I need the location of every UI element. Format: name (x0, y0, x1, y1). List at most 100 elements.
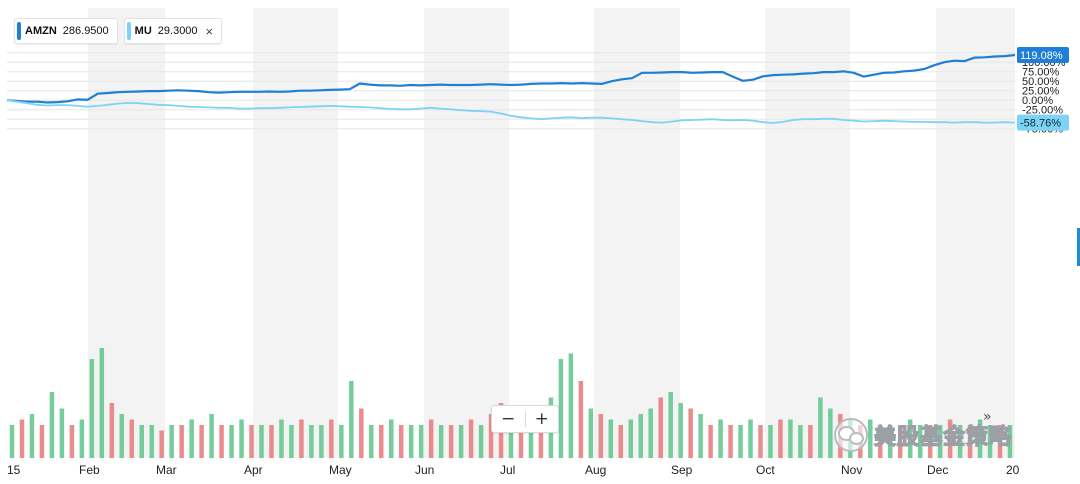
volume-bar (159, 430, 164, 458)
month-band (765, 8, 850, 458)
volume-bar (678, 403, 683, 458)
volume-bar (808, 425, 813, 458)
volume-bar (1007, 425, 1013, 458)
volume-bar (109, 403, 115, 458)
volume-bar (119, 414, 125, 458)
x-tick-label: Aug (585, 463, 606, 477)
watermark: 美股基金策略 (834, 418, 1012, 452)
volume-bar (588, 408, 594, 458)
volume-bar (868, 419, 873, 458)
volume-bar (688, 408, 693, 458)
zoom-divider (524, 411, 526, 427)
volume-bar (788, 419, 793, 458)
series-line-amzn (6, 53, 1016, 104)
volume-bar (99, 348, 105, 458)
watermark-text: 美股基金策略 (873, 424, 1013, 450)
volume-bar (249, 425, 254, 458)
volume-bar (708, 425, 713, 458)
volume-bar (518, 408, 524, 458)
volume-bar (937, 425, 943, 458)
volume-bar (728, 425, 733, 458)
volume-bar (558, 359, 564, 458)
volume-bar (907, 419, 913, 458)
volume-bar (169, 425, 174, 458)
volume-bar (69, 425, 75, 458)
volume-bar (369, 425, 374, 458)
volume-bar (359, 408, 364, 458)
volume-bar (828, 408, 833, 458)
wechat-icon (834, 418, 868, 452)
volume-bar (468, 419, 474, 458)
volume-bar (19, 419, 25, 458)
month-band (424, 8, 509, 458)
volume-bar (897, 425, 903, 458)
legend-value-mu: 29.3000 (157, 25, 198, 37)
double-chevron-right-icon[interactable]: » (983, 409, 992, 425)
volume-bar (408, 425, 414, 458)
x-tick-label: Jun (415, 463, 434, 477)
x-tick-label: Nov (841, 463, 862, 477)
legend: AMZN 286.9500 MU 29.3000 × (14, 18, 223, 44)
volume-bar (997, 425, 1003, 458)
volume-bar (778, 419, 783, 458)
volume-bar (738, 425, 743, 458)
volume-bar (209, 414, 214, 458)
volume-bar (538, 419, 544, 458)
volume-bar (798, 425, 803, 458)
zoom-out-button[interactable]: − (492, 407, 525, 431)
volume-bar (418, 425, 424, 458)
volume-bar (139, 425, 144, 458)
volume-bar (279, 419, 284, 458)
volume-bar (718, 419, 723, 458)
volume-bar (9, 425, 15, 458)
legend-item-mu[interactable]: MU 29.3000 × (123, 18, 223, 44)
volume-bar (598, 414, 604, 458)
volume-bar (189, 419, 194, 458)
legend-symbol-amzn: AMZN (25, 25, 57, 37)
volume-bar (648, 408, 653, 458)
volume-bar (349, 381, 354, 458)
volume-bar (528, 414, 534, 458)
y-tick-label: 25.00% (1022, 86, 1060, 98)
volume-bar (658, 397, 663, 458)
volume-bar (428, 419, 434, 458)
zoom-in-button[interactable]: + (526, 407, 559, 431)
month-band (936, 8, 1015, 458)
volume-bar (379, 425, 384, 458)
volume-bar (79, 419, 85, 458)
volume-bar (129, 419, 134, 458)
volume-bar (508, 419, 514, 458)
x-tick-label: May (329, 463, 352, 477)
x-tick-label: Apr (244, 463, 263, 477)
legend-item-amzn[interactable]: AMZN 286.9500 (14, 18, 118, 44)
end-label-box (1017, 114, 1069, 131)
zoom-control: − + (491, 405, 559, 433)
volume-bar (768, 425, 773, 458)
x-tick-label: 20 (1006, 463, 1020, 477)
volume-bar (818, 397, 823, 458)
y-tick-label: -25.00% (1022, 105, 1063, 117)
volume-bar (319, 425, 324, 458)
volume-bar (947, 419, 953, 458)
volume-bar (987, 425, 993, 458)
y-tick-label: 0.00% (1022, 95, 1053, 107)
volume-bar (977, 419, 983, 458)
volume-bar (758, 425, 763, 458)
close-icon[interactable]: × (205, 23, 214, 39)
volume-bar (398, 425, 404, 458)
volume-bar (568, 353, 574, 458)
mu-swatch (126, 22, 131, 40)
x-tick-label: 15 (7, 463, 21, 477)
end-label-mu: -58.76% (1020, 118, 1061, 130)
side-panel-handle[interactable] (1077, 228, 1080, 266)
volume-bar (199, 425, 204, 458)
x-tick-label: Feb (79, 463, 100, 477)
x-tick-label: Jul (500, 463, 515, 477)
volume-bar (458, 425, 464, 458)
volume-bar (29, 414, 35, 458)
volume-bar (289, 425, 294, 458)
volume-bar (299, 419, 304, 458)
volume-bar (878, 425, 883, 458)
